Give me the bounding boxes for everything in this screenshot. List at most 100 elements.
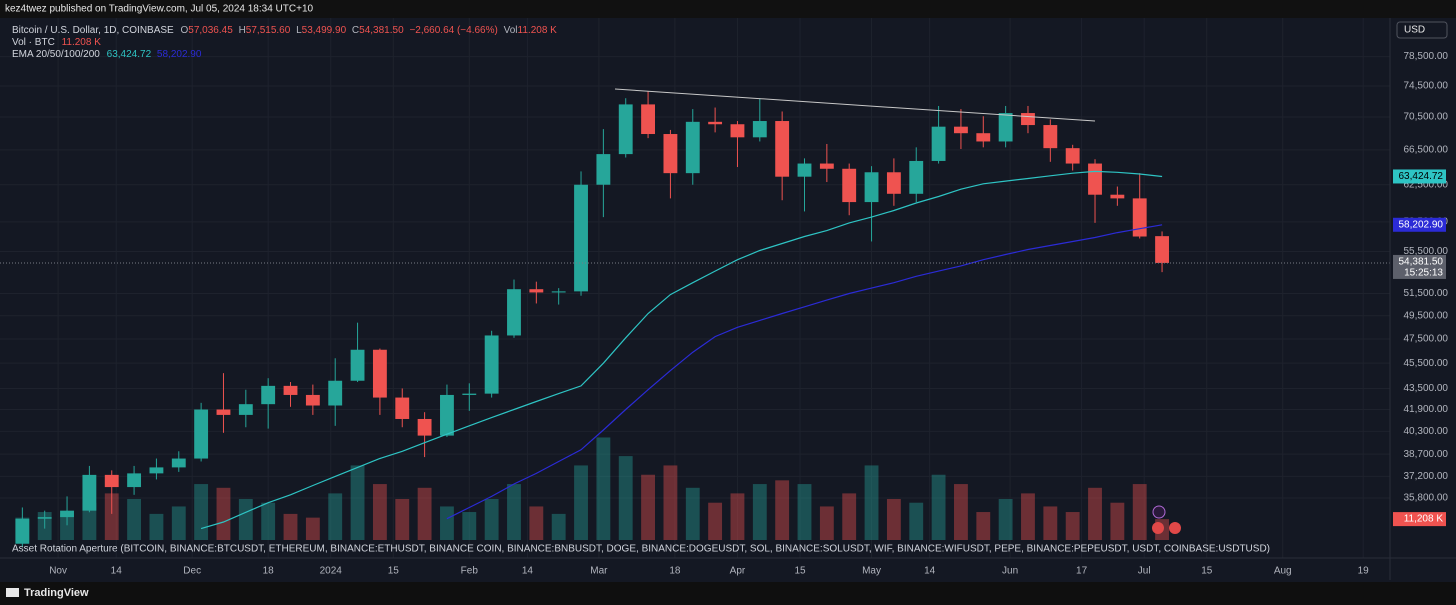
volume-bar (574, 465, 588, 540)
candle-body (976, 133, 991, 142)
volume-bar (864, 465, 879, 540)
event-icon[interactable] (1169, 522, 1181, 534)
candle-body (1065, 148, 1080, 164)
y-tick-label: 78,500.00 (1404, 51, 1449, 62)
volume-bar (618, 456, 633, 540)
axes: 78,500.00 74,500.00 70,500.00 66,500.00 62,5… (49, 51, 1448, 576)
publisher: kez4twez published on TradingView.com, J… (5, 4, 314, 15)
logo (6, 588, 19, 597)
candle-body (931, 126, 946, 161)
grid (0, 18, 1390, 558)
x-tick-label: Jun (1002, 566, 1018, 577)
volume-tag-label: 11,208 K (1404, 514, 1444, 525)
volume-bar (797, 484, 812, 540)
candle-body (1043, 125, 1058, 149)
candle-body (663, 134, 678, 174)
y-tick-label: 38,700.00 (1404, 449, 1449, 460)
y-tick-label: 35,800.00 (1404, 493, 1449, 504)
x-tick-label: 14 (111, 566, 123, 577)
candle-body (440, 394, 454, 436)
key: H (239, 25, 246, 36)
price-pane (0, 91, 1390, 548)
volume-bar (484, 498, 499, 540)
volume-bar (819, 506, 834, 540)
volume-bar (194, 484, 209, 540)
volume-bar (685, 487, 700, 540)
value: 58,202.90 (157, 49, 202, 60)
x-tick-label: 15 (794, 566, 806, 577)
candle-body (708, 121, 723, 125)
key: C (352, 25, 359, 36)
legend-line: Bitcoin / U.S. Dollar, 1D, COINBASE O57,… (12, 25, 557, 36)
candle-body (819, 163, 834, 169)
volume-bar (752, 484, 767, 540)
y-tick-label: 49,500.00 (1404, 310, 1449, 321)
volume-bar (842, 493, 857, 540)
x-tick-label: Nov (49, 566, 67, 577)
value: 11.208 K (62, 37, 102, 48)
y-tick-label: 74,500.00 (1404, 81, 1449, 92)
candle-body (909, 160, 924, 194)
y-tick-label: 47,500.00 (1404, 334, 1449, 345)
candle-body (417, 418, 432, 436)
volume-bar (60, 513, 74, 540)
candle-body (1132, 198, 1147, 237)
volume-bar (641, 474, 655, 540)
key: O (181, 25, 189, 36)
candle-body (529, 289, 544, 293)
candle-body (216, 409, 231, 415)
candle-body (641, 104, 655, 135)
volume-bar (462, 512, 477, 540)
candle-body (551, 291, 566, 293)
ema-line (446, 224, 1163, 520)
candle-body (194, 409, 209, 459)
candle-body (127, 473, 142, 488)
volume-bar (283, 513, 298, 540)
y-tick-label: 43,500.00 (1404, 383, 1449, 394)
volume-bar (82, 502, 97, 540)
candle-body (372, 349, 387, 398)
candle-body (507, 289, 521, 336)
candle-body (60, 510, 74, 518)
candle-body (1021, 113, 1035, 126)
candle-body (954, 126, 968, 134)
volume-bar (216, 487, 231, 540)
volume-bar (1065, 512, 1080, 540)
x-tick-label: Apr (730, 566, 746, 577)
volume-bar (328, 493, 343, 540)
x-tick-label: 2024 (320, 566, 343, 577)
x-tick-label: Jul (1138, 566, 1151, 577)
volume-bar (1021, 493, 1035, 540)
volume-bar (238, 498, 253, 540)
candle-body (15, 518, 30, 544)
x-tick-label: 19 (1358, 566, 1370, 577)
key: L (296, 25, 302, 36)
currency[interactable]: USD (1404, 25, 1425, 36)
event-icon[interactable] (1152, 522, 1164, 534)
candle-body (171, 458, 186, 468)
volume-bar (596, 437, 611, 540)
volume-bar (350, 465, 365, 540)
candle-body (395, 397, 410, 419)
volume-bar (663, 465, 678, 540)
price-tag-label: 54,381.50 (1399, 257, 1444, 268)
legend-line: EMA 20/50/100/200 63,424.72 58,202.90 (12, 49, 202, 60)
event-icon[interactable] (1152, 505, 1166, 519)
candle-body (618, 104, 633, 155)
legend-line: Vol · BTC 11.208 K (12, 37, 101, 48)
candle-body (283, 385, 298, 395)
candle-body (886, 172, 901, 194)
volume-bar (127, 498, 142, 540)
change: −2,660.64 (−4.66%) (409, 25, 497, 36)
currency-button[interactable] (1396, 21, 1448, 39)
x-tick-label: Feb (461, 566, 479, 577)
candle-body (350, 349, 365, 381)
value: 11.208 K (518, 25, 558, 36)
x-tick-label: 18 (669, 566, 681, 577)
volume-bar (551, 513, 566, 540)
candle-body (261, 385, 276, 405)
volume-bar (529, 506, 544, 540)
candle-body (596, 154, 611, 185)
